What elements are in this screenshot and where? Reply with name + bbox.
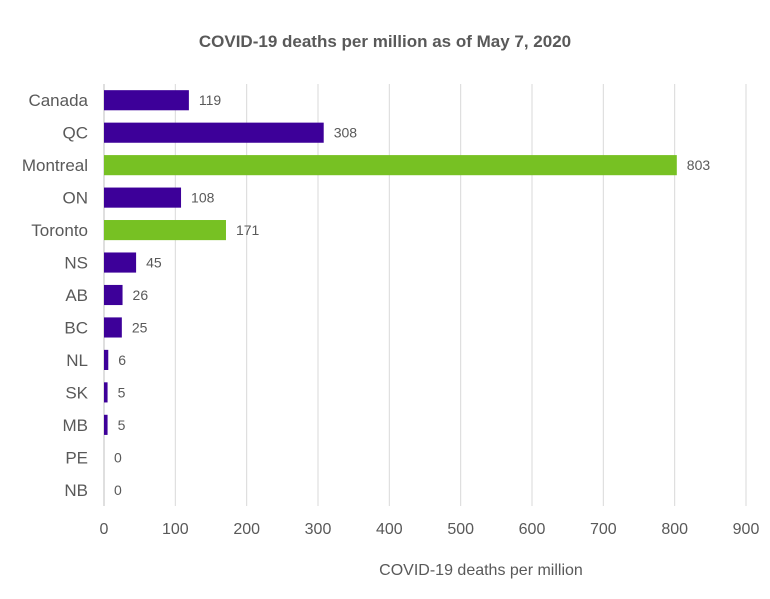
bar-qc <box>104 122 324 143</box>
x-tick-label: 100 <box>162 521 189 538</box>
bar-toronto <box>104 220 226 241</box>
bars <box>104 90 677 435</box>
data-label: 5 <box>118 417 126 433</box>
data-label: 26 <box>133 287 149 303</box>
x-tick-label: 600 <box>519 521 546 538</box>
category-label: MB <box>63 416 89 435</box>
data-label: 0 <box>114 482 122 498</box>
x-tick-label: 900 <box>733 521 760 538</box>
x-axis-ticks: 0 100 200 300 400 500 600 700 800 900 <box>100 521 760 538</box>
x-tick-label: 300 <box>305 521 332 538</box>
category-label: Canada <box>28 91 88 110</box>
category-label: NB <box>64 481 88 500</box>
category-label: PE <box>65 448 88 467</box>
x-tick-label: 500 <box>447 521 474 538</box>
category-label: Montreal <box>22 156 88 175</box>
data-label: 25 <box>132 319 148 335</box>
data-label: 45 <box>146 255 162 271</box>
bar-sk <box>104 382 108 403</box>
category-label: ON <box>63 189 89 208</box>
category-label: SK <box>65 383 88 402</box>
data-label: 171 <box>236 222 260 238</box>
category-label: NS <box>64 254 88 273</box>
category-label: AB <box>65 286 88 305</box>
bar-on <box>104 187 182 208</box>
data-label: 108 <box>191 190 215 206</box>
category-label: BC <box>64 318 88 337</box>
bar-mb <box>104 414 108 435</box>
x-axis-label: COVID-19 deaths per million <box>379 562 583 579</box>
bar-nl <box>104 349 109 370</box>
x-tick-label: 400 <box>376 521 403 538</box>
bar-ns <box>104 252 137 273</box>
data-label: 119 <box>199 92 222 108</box>
data-label: 6 <box>118 352 126 368</box>
bar-canada <box>104 90 189 111</box>
x-tick-label: 200 <box>233 521 260 538</box>
x-tick-label: 800 <box>661 521 688 538</box>
category-label: QC <box>63 124 89 143</box>
bar-ab <box>104 284 123 306</box>
category-label: Toronto <box>31 221 88 240</box>
data-label: 5 <box>118 384 126 400</box>
data-label: 803 <box>687 157 711 173</box>
category-label: NL <box>66 351 88 370</box>
chart-title: COVID-19 deaths per million as of May 7,… <box>199 32 571 51</box>
bar-montreal <box>104 155 677 176</box>
data-label: 0 <box>114 449 122 465</box>
data-labels: 119 308 803 108 171 45 26 25 6 5 5 0 0 <box>114 92 710 498</box>
category-labels: Canada QC Montreal ON Toronto NS AB BC NL SK MB PE N… <box>22 91 89 500</box>
data-label: 308 <box>334 125 358 141</box>
x-tick-label: 0 <box>100 521 109 538</box>
gridlines <box>103 84 747 506</box>
bar-bc <box>104 317 122 338</box>
x-tick-label: 700 <box>590 521 617 538</box>
